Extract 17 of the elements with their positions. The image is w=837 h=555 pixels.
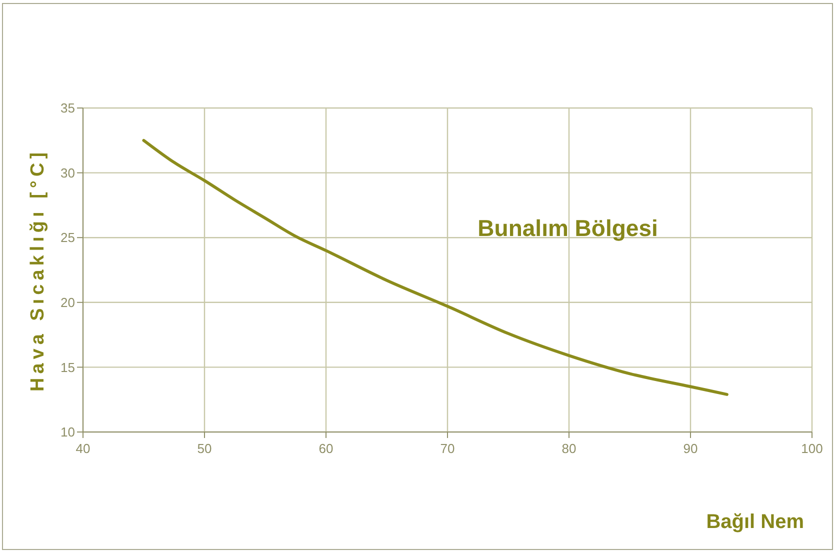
x-axis-title: Bağıl Nem xyxy=(706,511,804,533)
y-tick-label: 35 xyxy=(60,100,75,116)
x-tick-label: 60 xyxy=(318,441,334,456)
x-tick-label: 70 xyxy=(440,441,455,456)
line-series xyxy=(142,138,728,396)
y-tick-label: 10 xyxy=(60,424,75,440)
x-tick-label: 40 xyxy=(76,441,90,456)
x-tick-label: 50 xyxy=(197,441,212,456)
y-tick-label: 30 xyxy=(60,165,75,180)
x-tick-label: 80 xyxy=(562,441,576,456)
x-tick-label: 90 xyxy=(683,441,698,456)
y-tick-label: 25 xyxy=(60,230,75,246)
y-axis-title: Hava Sıcaklığı [°C] xyxy=(28,148,48,392)
y-tick-label: 15 xyxy=(60,360,75,375)
x-tick-label: 100 xyxy=(801,441,823,456)
annotation: Bunalım Bölgesi xyxy=(478,214,658,241)
y-tick-label: 20 xyxy=(60,295,75,310)
